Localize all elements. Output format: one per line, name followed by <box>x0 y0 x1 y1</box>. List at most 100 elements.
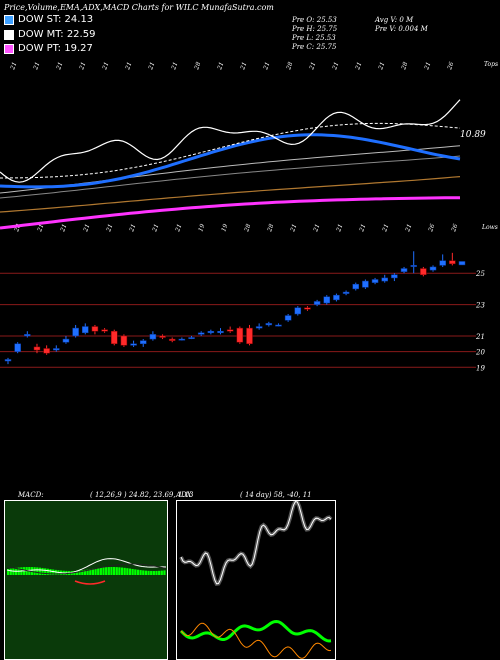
macd-histogram-bar <box>94 568 97 575</box>
bottom-date-label: 28 <box>13 223 23 234</box>
info-pre-low: Pre L: 25.53 <box>292 34 336 42</box>
top-date-label: 21 <box>101 61 111 72</box>
candle-body <box>429 266 437 271</box>
macd-histogram-bar <box>163 570 166 575</box>
legend-dow-st: DOW ST: 24.13 <box>4 14 93 25</box>
candle-body <box>400 268 408 272</box>
candle-body <box>342 291 350 294</box>
macd-histogram-bar <box>33 567 36 575</box>
candle-body <box>275 324 282 327</box>
macd-histogram-bar <box>7 569 10 575</box>
candle-body <box>14 343 21 352</box>
bottom-date-label: 28 <box>243 223 253 234</box>
ema-last-value: 10.89 <box>460 130 486 140</box>
lows-label: Lows <box>481 224 498 231</box>
bottom-date-label: 26 <box>450 223 460 234</box>
macd-histogram-bar <box>49 569 52 575</box>
info-avg-volume: Avg V: 0 M <box>375 16 414 24</box>
candle-body <box>439 260 446 266</box>
adx-line <box>180 501 332 585</box>
top-date-label: 21 <box>55 61 65 72</box>
tops-label: Tops <box>484 61 498 68</box>
candle-body <box>323 296 331 304</box>
top-date-label: 21 <box>170 61 180 72</box>
adx-values: ( 14 day) 58, -40, 11 <box>240 491 312 499</box>
macd-histogram-bar <box>120 567 124 575</box>
candle-body <box>91 326 99 332</box>
macd-histogram-bar <box>102 567 105 575</box>
top-date-label: 28 <box>400 61 410 72</box>
candle-body <box>294 307 302 315</box>
macd-histogram-bar <box>81 570 84 575</box>
legend-swatch-mt <box>4 29 14 40</box>
adx-line-shadow <box>179 501 333 587</box>
info-pre-volume: Pre V: 0.004 M <box>375 25 428 33</box>
info-pre-open: Pre O: 25.53 <box>292 16 337 24</box>
macd-histogram-bar <box>144 570 147 575</box>
candle-body <box>178 338 186 341</box>
ema-short-line <box>0 133 461 189</box>
macd-histogram-bar <box>150 570 153 575</box>
top-date-label: 21 <box>308 61 318 72</box>
macd-histogram-bar <box>126 568 129 575</box>
candle-body <box>284 315 292 321</box>
bottom-date-label: 21 <box>151 223 161 234</box>
candle-body <box>62 338 70 343</box>
top-date-label: 21 <box>32 61 42 72</box>
candle-body <box>333 294 340 301</box>
candle-body <box>159 335 166 338</box>
candle-body <box>72 327 79 337</box>
candle-body <box>82 326 89 334</box>
macd-label: MACD: <box>18 491 44 499</box>
bottom-date-label: 21 <box>404 223 414 234</box>
price-level-label: 20 <box>475 349 485 357</box>
candle-body <box>246 327 253 345</box>
candle-body <box>24 334 31 337</box>
top-date-label: 21 <box>354 61 364 72</box>
macd-histogram-bar <box>105 567 108 575</box>
adx-panel <box>176 500 336 660</box>
macd-histogram-bar <box>75 570 79 575</box>
macd-histogram-bar <box>158 570 161 575</box>
candle-body <box>420 268 427 276</box>
legend-label-pt: DOW PT: 19.27 <box>18 43 93 54</box>
adx-label: ADX <box>176 491 192 499</box>
bottom-date-label: 21 <box>381 223 391 234</box>
macd-histogram-bar <box>139 570 142 575</box>
top-date-label: 21 <box>423 61 433 72</box>
macd-histogram-bar <box>12 568 15 575</box>
macd-histogram-bar <box>83 569 87 575</box>
bottom-date-label: 21 <box>105 223 115 234</box>
candle-body <box>101 329 108 332</box>
bottom-date-label: 21 <box>289 223 299 234</box>
legend-swatch-st <box>4 14 14 25</box>
adx-plus-di-line <box>179 619 332 643</box>
top-date-label: 26 <box>446 61 456 72</box>
top-date-label: 21 <box>216 61 226 72</box>
macd-histogram-bar <box>147 570 150 575</box>
bottom-date-label: 21 <box>174 223 184 234</box>
bottom-date-label: 19 <box>197 223 206 233</box>
bottom-date-label: 21 <box>335 223 345 234</box>
macd-histogram-bar <box>38 567 41 575</box>
ema-mid-line <box>0 176 461 213</box>
candle-body <box>197 332 205 335</box>
top-date-label: 21 <box>147 61 157 72</box>
ema-long-line <box>0 196 461 230</box>
bottom-date-labels: 28 21 21 21 21 21 21 21 19 19 28 28 21 21 21 21 21 21 26 26 <box>13 223 460 234</box>
macd-histogram-bar <box>110 567 113 575</box>
macd-histogram-bar <box>44 568 47 575</box>
price-line <box>0 99 461 183</box>
macd-histogram-bar <box>97 568 100 575</box>
bottom-date-label: 19 <box>220 223 229 233</box>
candle-body <box>449 260 456 265</box>
bottom-date-label: 21 <box>312 223 322 234</box>
macd-histogram-bar <box>136 569 140 575</box>
macd-histogram-bar <box>142 570 145 575</box>
top-date-label: 21 <box>9 61 19 72</box>
macd-histogram-bar <box>152 571 155 575</box>
macd-histogram-bar <box>78 570 81 575</box>
candle-body <box>188 337 195 339</box>
top-date-label: 28 <box>285 61 295 72</box>
bottom-date-label: 21 <box>59 223 69 234</box>
